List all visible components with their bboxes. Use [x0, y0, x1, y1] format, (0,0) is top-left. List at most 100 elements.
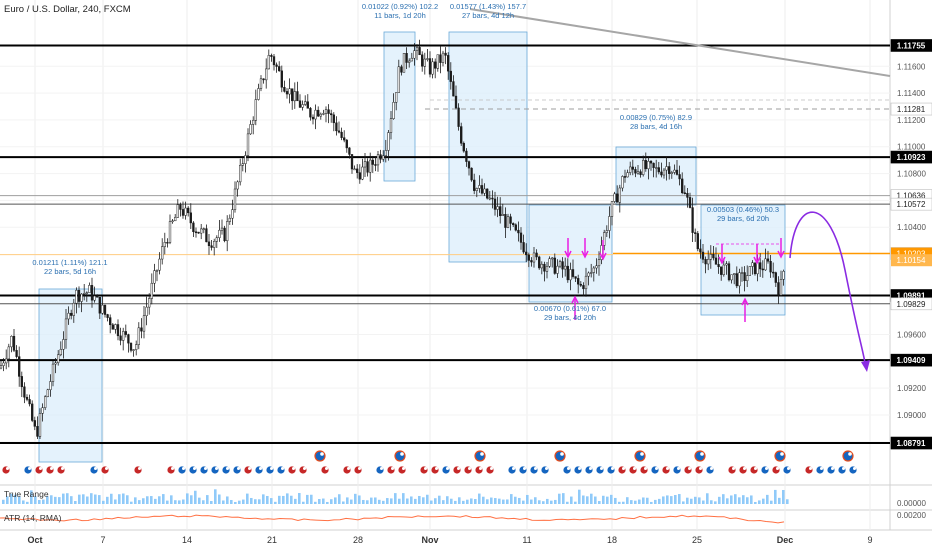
trendline: [469, 8, 891, 77]
candle-body: [405, 53, 408, 63]
true-range-bar: [42, 499, 45, 504]
event-flag-icon: [419, 465, 429, 475]
candle-body: [213, 241, 216, 248]
true-range-bar: [118, 494, 121, 504]
true-range-bar: [70, 496, 73, 504]
candle-body: [314, 109, 317, 120]
event-flag-dot: [848, 452, 852, 456]
candle-body: [551, 257, 554, 260]
candle-body: [649, 161, 653, 164]
x-tick-label: 21: [267, 535, 277, 545]
candle-body: [548, 258, 551, 267]
indicator-label-atr[interactable]: ATR (14, RMA): [4, 513, 62, 523]
candle-body: [257, 88, 260, 100]
event-flag-dot: [292, 467, 295, 470]
atr-tick: 0.00200: [897, 511, 926, 520]
candle-body: [166, 242, 169, 244]
true-range-bar: [298, 493, 301, 504]
candle-body: [369, 159, 372, 173]
true-range-bar: [386, 498, 389, 504]
down-arrow-head: [599, 252, 607, 261]
candle-body: [686, 192, 689, 198]
symbol-title[interactable]: Euro / U.S. Dollar, 240, FXCM: [4, 4, 131, 15]
candle-body: [556, 265, 559, 274]
true-range-bar: [250, 497, 253, 504]
candle-body: [285, 91, 289, 95]
candle-body: [699, 248, 702, 253]
true-range-bar: [310, 494, 313, 504]
level-badge-label: 1.09409: [897, 356, 926, 365]
event-flag-dot: [512, 467, 515, 470]
range-box: [448, 31, 528, 263]
true-range-bar: [262, 494, 265, 504]
candle-body: [452, 81, 455, 97]
candle-body: [150, 282, 153, 299]
event-flag-icon: [298, 465, 308, 475]
true-range-bar: [98, 495, 101, 504]
candle-body: [743, 272, 746, 281]
true-range-bar: [450, 498, 453, 504]
true-range-bar: [618, 501, 621, 504]
true-range-bar: [734, 494, 737, 504]
true-range-bar: [650, 501, 653, 504]
candle-body: [161, 246, 164, 260]
event-flag-dot: [700, 452, 704, 456]
true-range-bar: [782, 490, 785, 504]
true-range-bar: [658, 498, 661, 504]
event-flag-icon: [89, 465, 99, 475]
candle-body: [400, 66, 403, 73]
candle-body: [348, 147, 351, 155]
range-box-label-1: 0.01022 (0.92%) 102.2: [362, 2, 438, 11]
true-range-bar: [330, 499, 333, 504]
true-range-bar: [6, 496, 9, 504]
candle-body: [639, 171, 642, 175]
candle-body: [501, 214, 504, 216]
candle-body: [431, 61, 434, 75]
level-badge: [890, 39, 932, 52]
event-flag-dot: [611, 467, 614, 470]
candle-body: [374, 164, 377, 166]
true-range-bar: [406, 498, 409, 504]
event-flag-icon: [265, 465, 275, 475]
candle-body: [644, 160, 647, 170]
event-flag-dot: [457, 467, 460, 470]
range-box-label-1: 0.00829 (0.75%) 82.9: [620, 113, 692, 122]
event-flag-dot: [589, 467, 592, 470]
candle-body: [722, 264, 725, 275]
candle-body: [683, 192, 686, 195]
candle-body: [363, 161, 367, 168]
true-range-bar: [550, 500, 553, 504]
y-tick-label: 1.11400: [897, 89, 926, 98]
range-box-label-2: 28 bars, 4d 16h: [630, 122, 682, 131]
candle-body: [678, 174, 681, 180]
true-range-bar: [254, 499, 257, 504]
x-tick-label: 18: [607, 535, 617, 545]
candle-body: [317, 109, 320, 117]
event-flag-icon: [738, 465, 748, 475]
true-range-bar: [346, 497, 349, 504]
candle-body: [618, 187, 621, 203]
true-range-bar: [338, 494, 341, 504]
true-range-bar: [786, 499, 789, 504]
level-badge-label: 1.09891: [897, 291, 926, 300]
true-range-bar: [394, 493, 397, 504]
candle-body: [657, 167, 660, 173]
event-flag-icon: [774, 450, 786, 462]
event-flag-icon: [386, 465, 396, 475]
candle-body: [379, 154, 382, 160]
event-flag-icon: [188, 465, 198, 475]
indicator-label-true-range[interactable]: True Range: [4, 489, 49, 499]
candle-body: [210, 245, 213, 248]
true-range-bar: [654, 499, 657, 504]
x-tick-label: Oct: [27, 535, 42, 545]
candle-body: [522, 242, 525, 253]
candle-body: [49, 381, 52, 391]
true-range-bar: [402, 493, 405, 504]
price-axis[interactable]: [890, 0, 932, 550]
candle-body: [241, 163, 244, 166]
event-flag-icon: [452, 465, 462, 475]
candle-body: [761, 268, 764, 271]
event-flag-icon: [694, 465, 704, 475]
candle-body: [764, 258, 767, 271]
